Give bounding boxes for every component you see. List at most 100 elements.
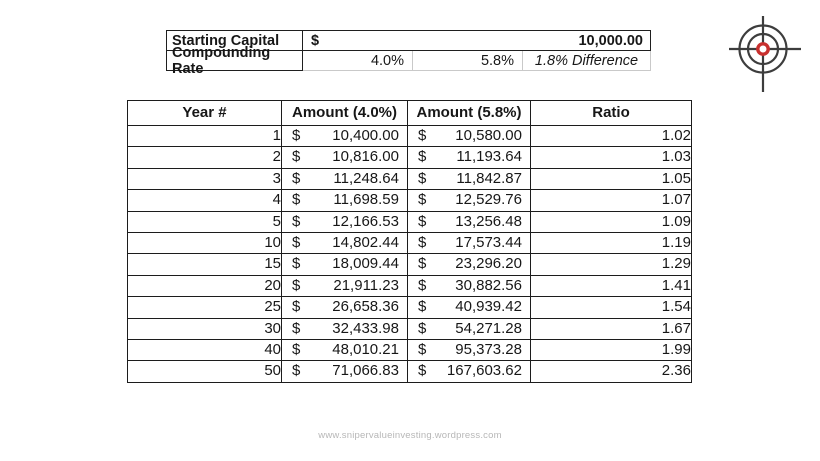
ratio-cell: 2.36 xyxy=(530,360,692,383)
amount-high-value: 30,882.56 xyxy=(455,276,522,294)
rate-low-value: 4.0% xyxy=(303,51,413,71)
ratio-cell: 1.29 xyxy=(530,253,692,276)
currency-symbol: $ xyxy=(418,362,427,380)
amount-low-cell: $ 14,802.44 xyxy=(281,232,408,255)
compound-growth-table: Year # Amount (4.0%) Amount (5.8%) Ratio… xyxy=(127,100,692,383)
year-cell: 30 xyxy=(127,317,282,341)
watermark-url: www.snipervalueinvesting.wordpress.com xyxy=(318,430,502,441)
amount-low-value: 71,066.83 xyxy=(332,362,399,380)
year-cell: 50 xyxy=(127,360,282,383)
starting-capital-label: Starting Capital xyxy=(166,30,303,51)
crosshair-target-icon xyxy=(729,16,801,92)
currency-symbol: $ xyxy=(292,319,301,337)
currency-symbol: $ xyxy=(418,191,427,209)
amount-high-value: 17,573.44 xyxy=(455,234,522,252)
amount-high-cell: $ 23,296.20 xyxy=(407,253,531,276)
amount-high-value: 40,939.42 xyxy=(455,298,522,316)
col-header-amount-low: Amount (4.0%) xyxy=(281,100,408,126)
amount-low-value: 18,009.44 xyxy=(332,255,399,273)
amount-high-cell: $ 13,256.48 xyxy=(407,210,531,234)
summary-table: Starting Capital $ 10,000.00 Compounding… xyxy=(166,30,651,77)
amount-high-value: 11,193.64 xyxy=(456,148,522,166)
amount-high-value: 11,842.87 xyxy=(456,169,522,187)
starting-capital-value: 10,000.00 xyxy=(578,32,643,49)
currency-symbol: $ xyxy=(418,234,427,252)
table-row: 5 $ 12,166.53 $ 13,256.48 1.09 xyxy=(127,210,692,234)
ratio-cell: 1.67 xyxy=(530,317,692,341)
amount-low-cell: $ 10,816.00 xyxy=(281,146,408,169)
currency-symbol: $ xyxy=(418,255,427,273)
table-header-row: Year # Amount (4.0%) Amount (5.8%) Ratio xyxy=(127,100,692,126)
currency-symbol: $ xyxy=(292,362,301,380)
amount-low-cell: $ 11,248.64 xyxy=(281,167,408,191)
amount-high-cell: $ 95,373.28 xyxy=(407,339,531,362)
col-header-year: Year # xyxy=(127,100,282,126)
amount-high-cell: $ 11,193.64 xyxy=(407,146,531,169)
amount-low-cell: $ 11,698.59 xyxy=(281,189,408,212)
amount-low-cell: $ 26,658.36 xyxy=(281,296,408,319)
currency-symbol: $ xyxy=(292,212,301,230)
table-row: 10 $ 14,802.44 $ 17,573.44 1.19 xyxy=(127,232,692,255)
amount-low-value: 12,166.53 xyxy=(332,212,399,230)
amount-low-cell: $ 48,010.21 xyxy=(281,339,408,362)
table-row: 2 $ 10,816.00 $ 11,193.64 1.03 xyxy=(127,146,692,169)
currency-symbol: $ xyxy=(292,191,301,209)
currency-symbol: $ xyxy=(292,341,301,359)
amount-high-value: 10,580.00 xyxy=(455,127,522,144)
starting-capital-value-cell: $ 10,000.00 xyxy=(303,30,651,51)
amount-high-value: 95,373.28 xyxy=(455,341,522,359)
table-row: 15 $ 18,009.44 $ 23,296.20 1.29 xyxy=(127,253,692,276)
amount-high-value: 23,296.20 xyxy=(455,255,522,273)
table-body: 1 $ 10,400.00 $ 10,580.00 1.02 2 $ xyxy=(127,124,692,383)
currency-symbol: $ xyxy=(418,212,427,230)
year-cell: 15 xyxy=(127,253,282,276)
currency-symbol: $ xyxy=(418,127,427,144)
currency-symbol: $ xyxy=(418,319,427,337)
ratio-cell: 1.07 xyxy=(530,189,692,212)
col-header-amount-high: Amount (5.8%) xyxy=(407,100,531,126)
table-row: 30 $ 32,433.98 $ 54,271.28 1.67 xyxy=(127,317,692,341)
amount-low-value: 14,802.44 xyxy=(332,234,399,252)
currency-symbol: $ xyxy=(418,169,427,187)
amount-low-cell: $ 18,009.44 xyxy=(281,253,408,276)
amount-low-cell: $ 10,400.00 xyxy=(281,124,408,148)
table-row: 1 $ 10,400.00 $ 10,580.00 1.02 xyxy=(127,124,692,148)
ratio-cell: 1.19 xyxy=(530,232,692,255)
year-cell: 10 xyxy=(127,232,282,255)
amount-low-value: 11,698.59 xyxy=(333,191,399,209)
ratio-cell: 1.54 xyxy=(530,296,692,319)
amount-low-value: 26,658.36 xyxy=(332,298,399,316)
table-row: 3 $ 11,248.64 $ 11,842.87 1.05 xyxy=(127,167,692,191)
amount-low-value: 48,010.21 xyxy=(332,341,399,359)
currency-symbol: $ xyxy=(311,32,320,49)
table-row: 20 $ 21,911.23 $ 30,882.56 1.41 xyxy=(127,274,692,298)
ratio-cell: 1.05 xyxy=(530,167,692,191)
currency-symbol: $ xyxy=(418,298,427,316)
ratio-cell: 1.03 xyxy=(530,146,692,169)
amount-high-cell: $ 30,882.56 xyxy=(407,274,531,298)
year-cell: 20 xyxy=(127,274,282,298)
year-cell: 4 xyxy=(127,189,282,212)
rate-high-value: 5.8% xyxy=(413,51,523,71)
currency-symbol: $ xyxy=(292,234,301,252)
amount-low-cell: $ 21,911.23 xyxy=(281,274,408,298)
currency-symbol: $ xyxy=(418,341,427,359)
table-row: 40 $ 48,010.21 $ 95,373.28 1.99 xyxy=(127,339,692,362)
table-row: 50 $ 71,066.83 $ 167,603.62 2.36 xyxy=(127,360,692,383)
amount-low-cell: $ 12,166.53 xyxy=(281,210,408,234)
year-cell: 25 xyxy=(127,296,282,319)
amount-high-cell: $ 54,271.28 xyxy=(407,317,531,341)
amount-low-value: 32,433.98 xyxy=(332,319,399,337)
amount-low-cell: $ 32,433.98 xyxy=(281,317,408,341)
currency-symbol: $ xyxy=(292,298,301,316)
year-cell: 5 xyxy=(127,210,282,234)
currency-symbol: $ xyxy=(418,148,427,166)
year-cell: 40 xyxy=(127,339,282,362)
amount-high-value: 54,271.28 xyxy=(455,319,522,337)
col-header-ratio: Ratio xyxy=(530,100,692,126)
ratio-cell: 1.09 xyxy=(530,210,692,234)
amount-low-value: 10,400.00 xyxy=(332,127,399,144)
amount-low-value: 21,911.23 xyxy=(333,276,399,294)
amount-low-cell: $ 71,066.83 xyxy=(281,360,408,383)
